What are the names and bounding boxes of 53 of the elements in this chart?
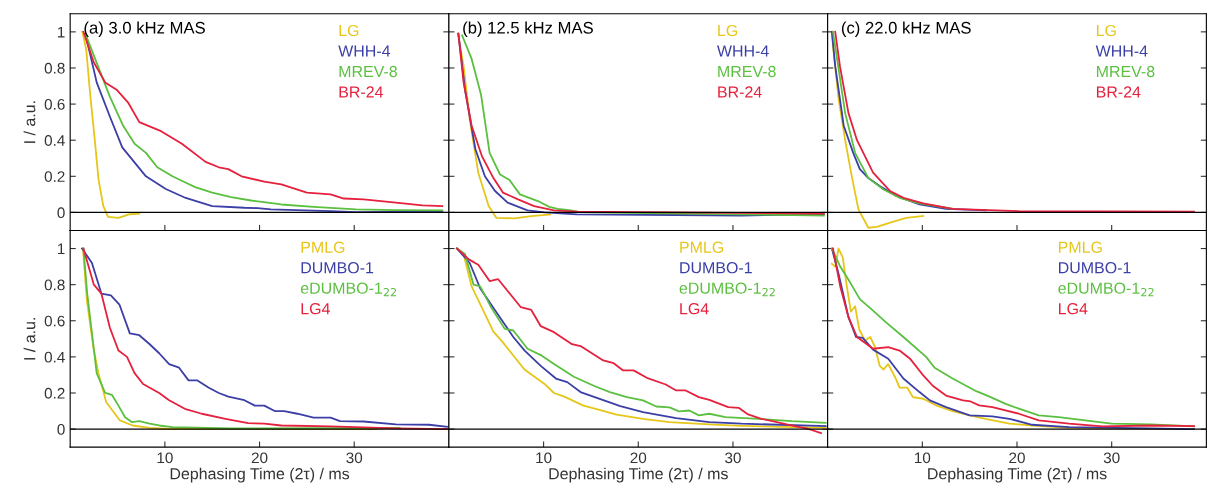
- text: WHH-4: [338, 45, 391, 57]
- text: LG4: [1059, 303, 1088, 315]
- text: PMLG: [680, 241, 724, 253]
- y-tick-label: 0.6: [44, 98, 65, 110]
- text: MREV-8: [718, 65, 776, 78]
- text: MREV-8: [1096, 65, 1155, 78]
- text: eDUMBO-1$_{22}$: [1058, 282, 1154, 297]
- x-tick-label: 10: [536, 452, 552, 464]
- text: PMLG: [1059, 241, 1102, 253]
- text: LG4: [301, 303, 330, 315]
- y-tick-label: 0.8: [44, 279, 65, 291]
- chart-title: (a) 3.0 kHz MAS: [84, 21, 205, 37]
- x-tick-label: 20: [630, 452, 647, 464]
- x-tick-label: 30: [725, 452, 741, 464]
- text: LG4: [680, 303, 709, 315]
- chart-title: (b) 12.5 kHz MAS: [463, 21, 593, 37]
- text: BR-24: [1096, 86, 1141, 98]
- chart-title: (c) 22.0 kHz MAS: [841, 21, 971, 37]
- x-tick-label: 10: [157, 452, 173, 464]
- text: BR-24: [718, 86, 762, 98]
- text: MREV-8: [339, 65, 397, 78]
- text: LG: [718, 24, 738, 37]
- text: WHH-4: [1095, 45, 1148, 57]
- x-tick-label: 20: [1009, 452, 1025, 464]
- x-axis-title: Dephasing Time (2τ) / ms: [170, 467, 350, 483]
- text: DUMBO-1: [1059, 262, 1131, 274]
- text: eDUMBO-1$_{22}$: [300, 282, 397, 297]
- y-axis-title: I / a.u.: [23, 318, 36, 360]
- text: PMLG: [301, 241, 345, 253]
- text: WHH-4: [717, 45, 769, 57]
- text: DUMBO-1: [301, 262, 374, 274]
- x-tick-label: 10: [914, 452, 931, 464]
- y-tick-label: 0.2: [44, 387, 65, 399]
- x-tick-label: 20: [251, 452, 268, 464]
- y-tick-label: 0: [57, 423, 65, 435]
- y-tick-label: 0.2: [44, 171, 65, 182]
- x-axis-title: Dephasing Time (2τ) / ms: [549, 467, 728, 483]
- text: LG: [339, 24, 359, 37]
- y-tick-label: 0.4: [44, 351, 65, 363]
- y-tick-label: 0.4: [44, 135, 65, 146]
- x-axis-title: Dephasing Time (2τ) / ms: [928, 467, 1107, 483]
- y-tick-label: 1: [57, 243, 65, 255]
- text: eDUMBO-1$_{22}$: [679, 282, 775, 297]
- y-tick-label: 1: [57, 26, 65, 38]
- text: LG: [1096, 24, 1116, 37]
- x-tick-label: 30: [346, 452, 363, 464]
- y-tick-label: 0.8: [44, 62, 65, 74]
- x-tick-label: 30: [1103, 452, 1120, 464]
- y-tick-label: 0.6: [44, 315, 65, 327]
- y-tick-label: 0: [57, 207, 65, 219]
- text: DUMBO-1: [680, 262, 752, 274]
- y-axis-title: I / a.u.: [23, 101, 36, 143]
- text: BR-24: [339, 86, 383, 98]
